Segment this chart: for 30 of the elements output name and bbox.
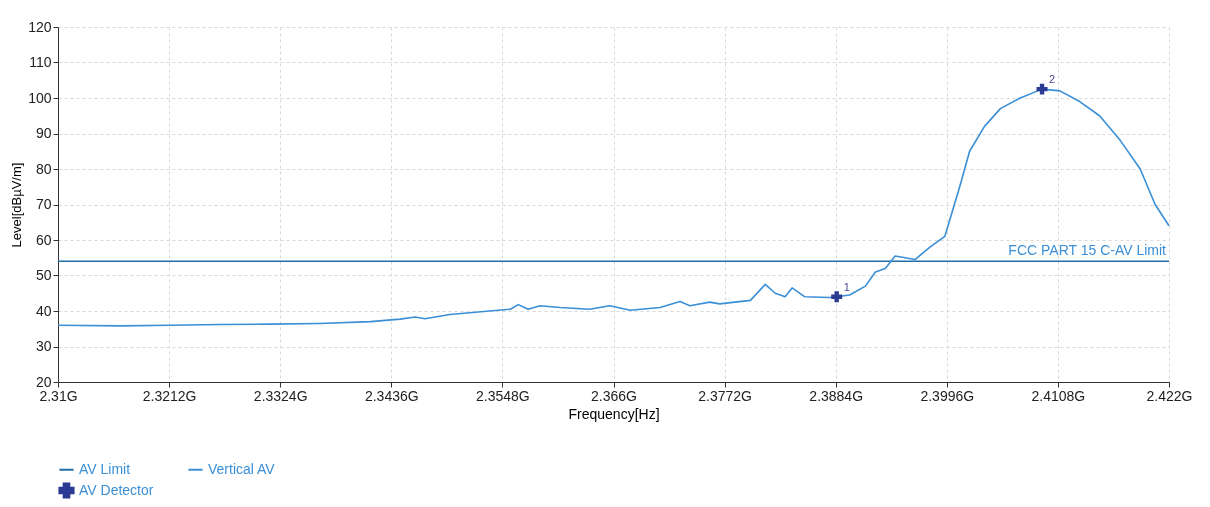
x-tick-label: 2.366G bbox=[591, 387, 637, 404]
y-tick-label: 80 bbox=[35, 160, 52, 177]
annotation: 2 bbox=[1049, 73, 1056, 86]
annotation: FCC PART 15 C-AV Limit bbox=[1008, 242, 1167, 259]
y-tick-label: 20 bbox=[35, 373, 52, 390]
y-tick-label: 60 bbox=[35, 231, 52, 248]
annotation: 1 bbox=[843, 280, 850, 293]
x-tick-label: 2.422G bbox=[1146, 387, 1193, 404]
y-tick-label: 90 bbox=[35, 125, 52, 141]
x-tick-label: 2.3324G bbox=[253, 387, 308, 404]
y-tick-label: 50 bbox=[35, 267, 52, 283]
legend-label: AV Detector bbox=[79, 481, 154, 498]
y-tick-label: 40 bbox=[35, 302, 52, 319]
x-tick-label: 2.3884G bbox=[809, 387, 864, 404]
x-tick-label: 2.3436G bbox=[364, 387, 419, 404]
x-tick-label: 2.3212G bbox=[142, 387, 197, 404]
y-tick-label: 110 bbox=[29, 54, 52, 70]
legend-label: Vertical AV bbox=[208, 460, 276, 477]
y-tick-label: 70 bbox=[35, 196, 52, 212]
legend-label: AV Limit bbox=[79, 460, 131, 477]
y-tick-label: 30 bbox=[35, 338, 52, 354]
x-tick-label: 2.3772G bbox=[698, 387, 752, 404]
x-tick-label: 2.3996G bbox=[920, 387, 975, 404]
x-tick-label: 2.31G bbox=[39, 387, 78, 404]
x-axis-title: Frequency[Hz] bbox=[568, 405, 660, 422]
x-tick-label: 2.4108G bbox=[1031, 387, 1086, 404]
y-axis-title: Level[dBµV/m] bbox=[9, 162, 25, 248]
x-tick-label: 2.3548G bbox=[476, 387, 530, 404]
y-tick-label: 120 bbox=[28, 18, 52, 35]
y-tick-label: 100 bbox=[28, 89, 52, 106]
